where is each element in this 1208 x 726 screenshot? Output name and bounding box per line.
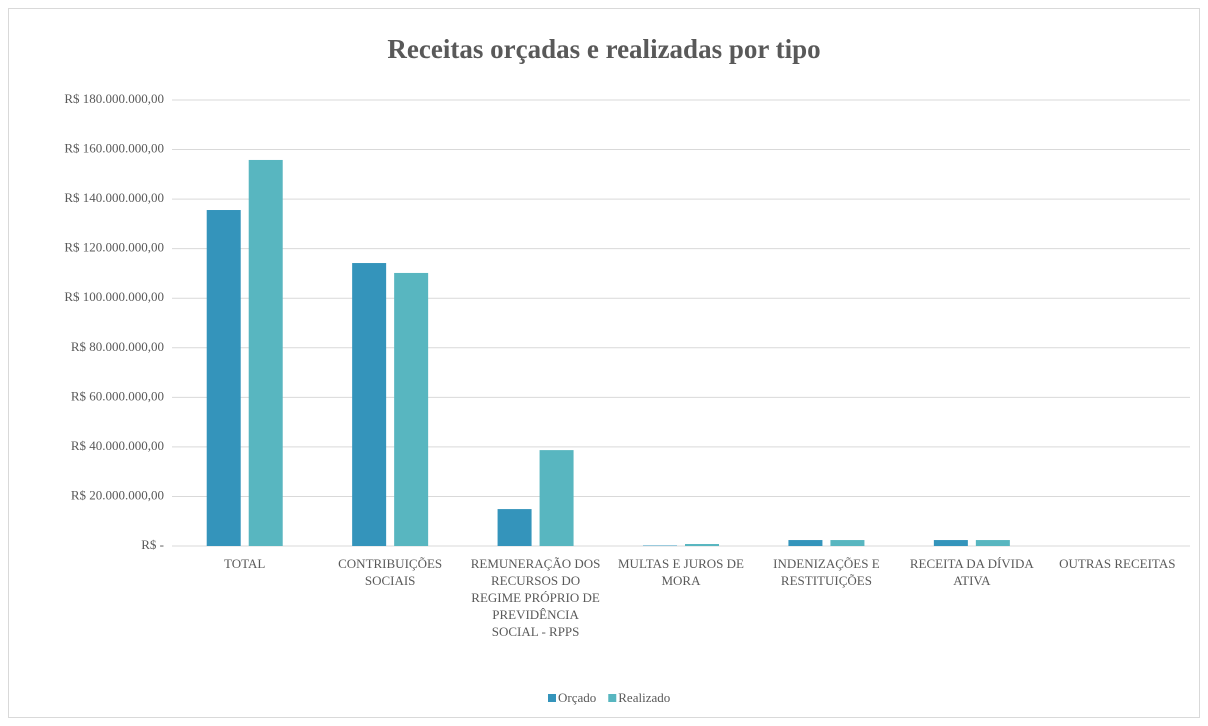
- y-tick-label: R$ 140.000.000,00: [64, 190, 164, 205]
- chart-title: Receitas orçadas e realizadas por tipo: [387, 34, 820, 64]
- bar: [788, 540, 823, 546]
- y-tick-label: R$ -: [141, 537, 164, 552]
- x-tick-label: MULTAS E JUROS DE MORA: [618, 556, 744, 588]
- bar: [975, 540, 1010, 546]
- y-tick-label: R$ 80.000.000,00: [71, 339, 164, 354]
- bar: [685, 544, 719, 546]
- x-tick-label: OUTRAS RECEITAS: [1059, 556, 1175, 571]
- chart-border: [8, 8, 1200, 718]
- y-tick-label: R$ 100.000.000,00: [64, 289, 164, 304]
- y-tick-label: R$ 40.000.000,00: [71, 438, 164, 453]
- x-tick-label: INDENIZAÇÕES E RESTITUIÇÕES: [773, 556, 880, 588]
- bar: [352, 263, 387, 546]
- x-tick-label: CONTRIBUIÇÕES SOCIAIS: [338, 556, 442, 588]
- x-tick-label: RECEITA DA DÍVIDA ATIVA: [910, 556, 1035, 588]
- bar: [933, 540, 968, 546]
- legend-swatch: [548, 694, 556, 702]
- x-tick-label: REMUNERAÇÃO DOS RECURSOS DO REGIME PRÓPRIO…: [471, 556, 601, 639]
- legend-label: Orçado: [558, 690, 596, 705]
- y-tick-label: R$ 20.000.000,00: [71, 487, 164, 502]
- bar: [539, 450, 574, 546]
- bar: [206, 210, 241, 546]
- legend-swatch: [608, 694, 617, 702]
- bar: [497, 509, 532, 546]
- y-tick-label: R$ 180.000.000,00: [64, 91, 164, 106]
- y-tick-label: R$ 160.000.000,00: [64, 141, 164, 156]
- legend-label: Realizado: [618, 690, 670, 705]
- bar: [830, 540, 865, 546]
- y-tick-label: R$ 60.000.000,00: [71, 388, 164, 403]
- x-tick-label: TOTAL: [224, 556, 265, 571]
- bar: [394, 272, 429, 546]
- y-tick-label: R$ 120.000.000,00: [64, 240, 164, 255]
- bar: [248, 159, 283, 546]
